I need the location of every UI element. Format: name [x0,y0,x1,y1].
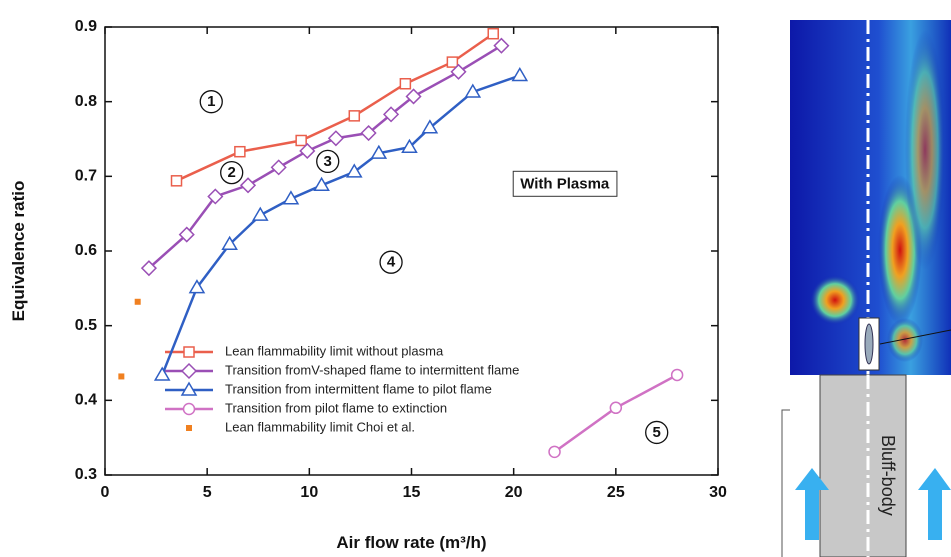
y-axis-title: Equivalence ratio [9,181,28,322]
marker [327,130,344,147]
marker [370,144,388,159]
series-line [148,44,503,270]
marker [446,56,459,68]
x-tick-label: 25 [607,484,625,501]
flow-arrow [918,468,951,540]
marker [487,27,499,40]
bluff-body-label: Bluff-body [878,435,898,516]
x-axis-title: Air flow rate (m³/h) [336,533,486,552]
marker [399,77,412,90]
x-tick-label: 0 [101,484,110,501]
marker [493,37,510,54]
annotation-circle [316,149,340,174]
duct-wall [781,409,790,557]
marker [234,145,246,158]
marker [401,138,418,153]
flame-zone [887,318,923,362]
y-tick-label: 0.3 [75,466,97,483]
x-tick-label: 5 [203,484,212,501]
legend-label: Transition from pilot flame to extinctio… [225,400,447,415]
marker [207,188,224,205]
bluff-body [819,374,907,557]
x-tick-label: 15 [403,484,421,501]
marker [450,63,467,80]
y-tick-label: 0.7 [75,168,97,185]
x-tick-label: 20 [505,484,523,501]
y-tick-label: 0.5 [75,317,97,334]
marker [295,134,307,147]
y-tick-label: 0.4 [75,392,97,409]
annotation: 1 [207,93,215,110]
annotation-circle [379,250,403,274]
legend-label: Transition fromV-shaped flame to intermi… [225,362,519,377]
legend-marker [186,425,192,431]
marker [405,88,422,105]
flow-arrow [795,468,829,540]
pointer [879,329,951,345]
annotation: 4 [387,254,396,271]
marker [345,163,363,178]
marker [421,119,439,134]
marker [170,175,183,187]
electrode-tip [864,323,874,365]
annotation: 5 [653,424,661,441]
marker [348,110,361,122]
annotation: With Plasma [520,175,610,192]
legend-marker [182,402,196,416]
marker [239,177,257,194]
marker [188,279,206,294]
marker [118,373,125,380]
side-figure: Bluff-body [781,20,951,557]
flame-zone [905,30,945,270]
annotation-circle [220,160,244,185]
marker [609,401,623,415]
annotation: 3 [324,153,332,170]
legend-marker [183,346,195,358]
marker [383,106,400,123]
flame-zone [810,275,860,325]
annotation: 2 [228,164,236,181]
x-tick-label: 10 [300,484,318,501]
marker [251,206,269,221]
x-tick-label: 30 [709,484,727,501]
legend-label: Lean flammability limit without plasma [225,343,444,358]
marker [313,176,330,192]
marker [134,298,141,305]
marker [221,235,238,251]
legend-marker [180,381,198,396]
legend-label: Transition from intermittent flame to pi… [225,381,492,396]
marker [670,368,684,382]
marker [178,226,195,243]
legend-label: Lean flammability limit Choi et al. [225,419,415,434]
annotation-circle [199,90,223,114]
annotation-circle [645,420,669,445]
marker [270,159,287,176]
marker [464,83,482,98]
marker [511,67,529,82]
y-tick-label: 0.8 [75,93,97,110]
y-tick-label: 0.9 [75,18,97,35]
y-tick-label: 0.6 [75,242,97,259]
annotation-box [512,170,618,197]
marker [360,124,377,142]
series-line [161,74,521,376]
legend-marker [180,362,198,380]
marker [153,366,171,381]
marker [140,260,157,277]
marker [282,190,300,205]
marker [299,142,316,160]
marker [548,445,561,459]
